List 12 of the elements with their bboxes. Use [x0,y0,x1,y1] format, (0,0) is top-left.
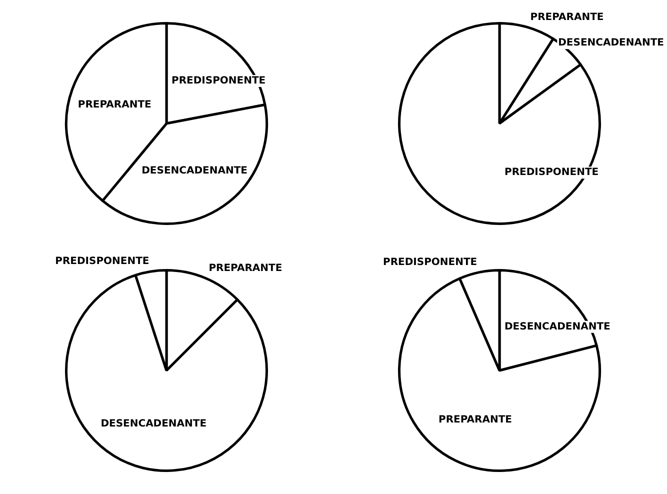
slice-label: PREDISPONENTE [383,257,478,268]
slice-label: PREPARANTE [530,12,604,24]
slice-label: DESENCADENANTE [100,418,207,430]
slice-label: DESENCADENANTE [142,166,248,177]
slice-label: PREDISPONENTE [172,76,266,87]
slice-label: PREDISPONENTE [504,167,599,178]
slice-label: PREDISPONENTE [55,256,150,268]
slice-label: PREPARANTE [438,414,512,426]
slice-label: PREPARANTE [78,99,152,110]
slice-label: DESENCADENANTE [558,38,664,49]
slice-label: DESENCADENANTE [504,322,611,333]
slice-label: PREPARANTE [208,263,282,274]
